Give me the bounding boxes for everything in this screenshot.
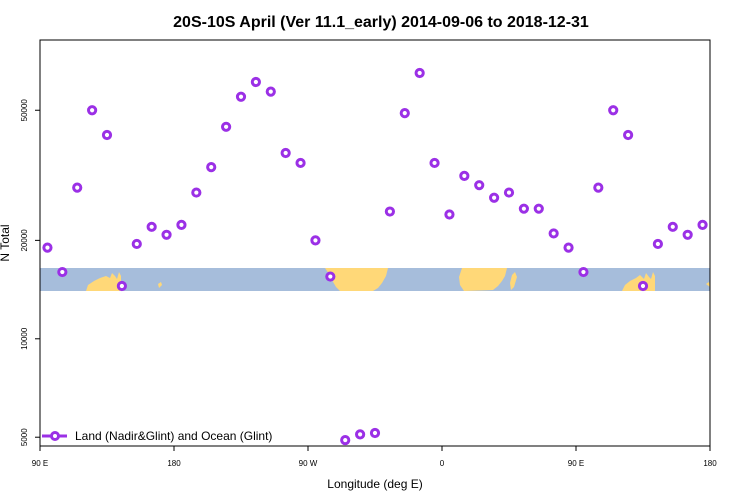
data-point: [399, 108, 410, 119]
data-point: [667, 221, 678, 232]
x-tick-label: 90 E: [32, 459, 48, 468]
map-background: [40, 268, 710, 291]
data-point: [161, 229, 172, 240]
data-point: [116, 280, 127, 292]
data-point: [429, 157, 440, 169]
data-point: [72, 182, 83, 193]
data-point: [459, 170, 470, 181]
data-point: [146, 221, 157, 232]
plot-frame: [39, 39, 711, 447]
data-point: [489, 192, 500, 203]
data-point: [623, 129, 634, 141]
data-point: [533, 203, 544, 214]
data-point: [57, 266, 68, 278]
legend: Land (Nadir&Glint) and Ocean (Glint): [42, 429, 272, 443]
y-axis-label: N Total: [0, 224, 12, 261]
land-australia: [86, 272, 121, 291]
data-point: [206, 162, 217, 173]
data-point: [235, 91, 247, 102]
x-tick-label: 90 E: [568, 459, 584, 468]
data-point: [310, 235, 321, 246]
data-point: [593, 182, 604, 193]
land-madagascar: [510, 272, 517, 290]
data-point: [295, 157, 306, 169]
x-axis-label: Longitude (deg E): [327, 477, 422, 491]
data-point: [355, 429, 366, 440]
y-tick-label: 50000: [20, 99, 29, 122]
land-new-zealand: [158, 282, 162, 288]
data-point: [503, 187, 515, 198]
data-points: [42, 67, 708, 446]
data-point: [637, 280, 649, 292]
y-axis: 5000 10000 20000 50000: [20, 99, 40, 446]
y-tick-label: 20000: [20, 229, 29, 252]
y-tick-label: 10000: [20, 327, 29, 350]
x-tick-label: 180: [167, 459, 181, 468]
data-point: [340, 434, 351, 446]
data-point: [176, 219, 187, 231]
y-tick-label: 5000: [20, 428, 29, 446]
data-point: [325, 271, 336, 282]
legend-label: Land (Nadir&Glint) and Ocean (Glint): [75, 429, 272, 443]
data-point: [101, 129, 113, 141]
data-point: [280, 147, 291, 159]
data-point: [563, 242, 574, 253]
data-point: [474, 180, 485, 191]
x-tick-label: 0: [440, 459, 445, 468]
x-tick-label: 90 W: [299, 459, 318, 468]
data-point: [548, 228, 559, 239]
data-point: [221, 121, 232, 132]
data-point: [87, 105, 98, 116]
data-point: [250, 76, 261, 88]
data-point: [369, 427, 381, 439]
data-point: [191, 187, 202, 198]
data-point: [697, 219, 708, 231]
data-point: [444, 209, 455, 220]
legend-marker: [50, 431, 60, 441]
x-axis: 90 E 180 90 W 0 90 E 180: [32, 446, 717, 468]
data-point: [265, 86, 276, 97]
data-point: [652, 238, 663, 250]
data-point: [384, 206, 395, 217]
data-point: [42, 242, 53, 253]
data-point: [682, 229, 693, 240]
land-new-zealand-repeat: [706, 282, 710, 287]
land-africa: [459, 268, 507, 291]
land-south-america: [325, 268, 388, 291]
data-point: [608, 105, 619, 116]
data-point: [518, 203, 529, 214]
data-point: [578, 266, 589, 278]
chart-title: 20S-10S April (Ver 11.1_early) 2014-09-0…: [173, 14, 589, 31]
x-tick-label: 180: [703, 459, 717, 468]
data-point: [414, 67, 425, 79]
data-point: [131, 238, 142, 250]
